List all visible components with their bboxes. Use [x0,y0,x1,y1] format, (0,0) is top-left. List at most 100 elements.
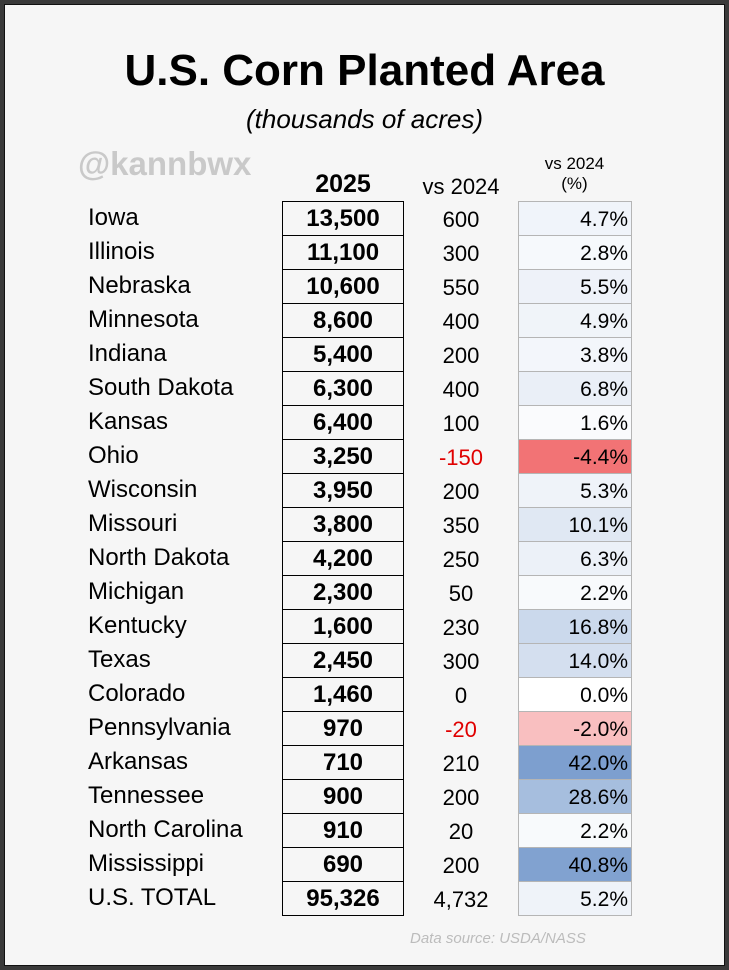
pct-change-cell: 14.0% [518,643,631,677]
acres-2025-cell: 1,600 [312,613,374,640]
grid-line-pct-row [518,813,632,814]
acres-2025-cell: 11,100 [306,239,380,266]
pct-change-cell: 1.6% [518,405,631,439]
acres-2025-cell: 900 [322,783,364,810]
change-vs-2024-cell: 0 [454,683,468,708]
chart-subtitle: (thousands of acres) [245,104,483,134]
grid-line-pct-row [518,201,632,202]
grid-line-pct-row [518,745,632,746]
grid-line-pct-row [518,881,632,882]
table-row: Wisconsin 3,950 200 5.3% [0,473,729,507]
state-label: Colorado [88,680,186,707]
table-row: Missouri 3,800 350 10.1% [0,507,729,541]
acres-2025-cell: 4,200 [312,545,374,572]
grid-line-2025-row [282,473,404,474]
state-label: Missouri [88,510,178,537]
acres-2025-cell: 690 [322,851,364,878]
grid-line-2025-row [282,337,404,338]
state-label: Pennsylvania [88,714,231,741]
change-vs-2024-cell: 250 [442,547,480,572]
pct-change-cell: 5.3% [518,473,631,507]
grid-line-pct-row [518,541,632,542]
change-vs-2024-cell: 4,732 [433,887,489,912]
change-vs-2024-cell: -150 [438,445,484,470]
grid-line-2025-row [282,847,404,848]
change-vs-2024-cell: 400 [442,377,480,402]
grid-line-pct-row [518,371,632,372]
state-label: Mississippi [88,850,205,877]
grid-line-pct-row [518,405,632,406]
acres-2025-cell: 710 [322,749,364,776]
state-label: Ohio [88,442,139,469]
chart-title: U.S. Corn Planted Area [124,46,605,95]
state-label: U.S. TOTAL [88,884,217,911]
table-row: Texas 2,450 300 14.0% [0,643,729,677]
state-label: Kansas [88,408,169,435]
state-label: Texas [88,646,151,673]
watermark: @kannbwx [78,145,252,182]
table-row: Nebraska 10,600 550 5.5% [0,269,729,303]
grid-line-pct-row [518,439,632,440]
pct-change-cell: 4.9% [518,303,631,337]
state-label: Minnesota [88,306,199,333]
acres-2025-cell: 2,450 [312,647,374,674]
table-row: Indiana 5,400 200 3.8% [0,337,729,371]
change-vs-2024-cell: 550 [442,275,480,300]
grid-line-2025-row [282,711,404,712]
acres-2025-cell: 970 [322,715,364,742]
state-label: South Dakota [88,374,234,401]
acres-2025-cell: 10,600 [306,273,380,300]
table-row: Minnesota 8,600 400 4.9% [0,303,729,337]
grid-line-2025-row [282,745,404,746]
pct-change-cell: 28.6% [518,779,631,813]
change-vs-2024-cell: 200 [442,853,480,878]
grid-line-2025-row [282,677,404,678]
column-header-pct-line1: vs 2024 [544,154,605,173]
pct-change-cell: 6.3% [518,541,631,575]
acres-2025-cell: 1,460 [312,681,374,708]
acres-2025-cell: 6,400 [312,409,374,436]
state-label: North Dakota [88,544,230,571]
change-vs-2024-cell: 200 [442,785,480,810]
grid-line-pct-row [518,507,632,508]
change-vs-2024-cell: 200 [442,343,480,368]
table-row: Ohio 3,250 -150 -4.4% [0,439,729,473]
grid-line-2025-row [282,813,404,814]
pct-change-cell: 40.8% [518,847,631,881]
change-vs-2024-cell: 300 [442,649,480,674]
grid-line-2025-row [282,405,404,406]
grid-line-2025-row [282,643,404,644]
acres-2025-cell: 910 [322,817,364,844]
table-row: Arkansas 710 210 42.0% [0,745,729,779]
grid-line-2025-row [282,303,404,304]
column-header-vs-2024: vs 2024 [422,174,500,199]
pct-change-cell: 10.1% [518,507,631,541]
pct-change-cell: 3.8% [518,337,631,371]
grid-line-2025-row [282,779,404,780]
pct-change-cell: 4.7% [518,201,631,235]
table-row: North Carolina 910 20 2.2% [0,813,729,847]
pct-change-cell: 5.2% [518,881,631,915]
acres-2025-cell: 8,600 [312,307,374,334]
grid-line-2025-row [282,507,404,508]
acres-2025-cell: 6,300 [312,375,374,402]
grid-line-2025-row [282,235,404,236]
state-label: Arkansas [88,748,189,775]
table-row: Tennessee 900 200 28.6% [0,779,729,813]
grid-line-pct-row [518,847,632,848]
pct-change-cell: -2.0% [518,711,631,745]
grid-line-2025-row [282,575,404,576]
table-row: Kentucky 1,600 230 16.8% [0,609,729,643]
grid-line-pct-row [518,473,632,474]
change-vs-2024-cell: 200 [442,479,480,504]
grid-line-2025-row [282,609,404,610]
change-vs-2024-cell: 100 [442,411,480,436]
grid-line-pct-row [518,269,632,270]
change-vs-2024-cell: 210 [442,751,480,776]
grid-line-2025-row [282,541,404,542]
pct-change-cell: -4.4% [518,439,631,473]
column-header-2025: 2025 [315,170,371,198]
change-vs-2024-cell: 400 [442,309,480,334]
grid-line-2025-row [282,371,404,372]
grid-line-pct-row [518,337,632,338]
